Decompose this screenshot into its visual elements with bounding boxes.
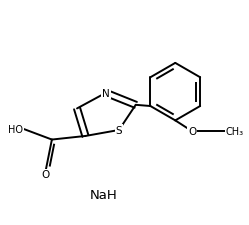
Text: NaH: NaH — [90, 188, 117, 201]
Text: O: O — [42, 170, 50, 180]
Text: S: S — [116, 125, 122, 135]
Text: CH₃: CH₃ — [226, 127, 244, 137]
Text: HO: HO — [8, 124, 23, 134]
Text: N: N — [102, 88, 110, 98]
Text: O: O — [188, 127, 196, 137]
